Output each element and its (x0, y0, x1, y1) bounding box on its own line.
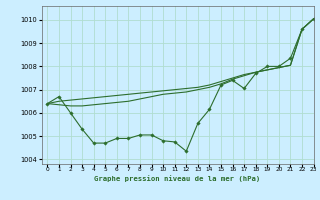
X-axis label: Graphe pression niveau de la mer (hPa): Graphe pression niveau de la mer (hPa) (94, 175, 261, 182)
